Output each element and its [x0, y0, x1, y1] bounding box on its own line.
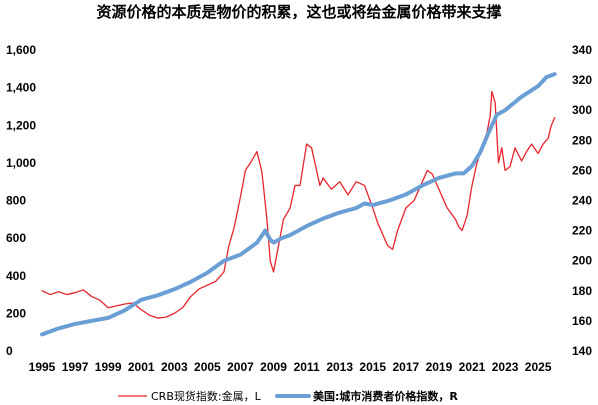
x-tick-label: 2007	[227, 360, 254, 374]
x-tick-label: 1995	[29, 360, 56, 374]
x-tick-label: 2001	[128, 360, 155, 374]
left-tick-label: 1,200	[6, 118, 36, 132]
right-tick-label: 240	[572, 194, 592, 208]
x-tick-label: 2005	[194, 360, 221, 374]
series-line-metals	[41, 90, 556, 319]
x-tick-label: 2003	[161, 360, 188, 374]
x-tick-label: 2011	[294, 360, 320, 374]
x-tick-label: 2013	[326, 360, 353, 374]
x-tick-label: 2017	[392, 360, 419, 374]
left-tick-label: 1,600	[6, 43, 36, 57]
legend-label-metals: CRB现货指数:金属，L	[151, 389, 262, 403]
left-tick-label: 800	[6, 194, 26, 208]
right-tick-label: 200	[572, 254, 592, 268]
right-tick-label: 280	[572, 133, 592, 147]
x-tick-label: 2023	[492, 360, 519, 374]
right-tick-label: 180	[572, 284, 592, 298]
x-tick-label: 2015	[359, 360, 386, 374]
x-tick-label: 1997	[62, 360, 89, 374]
left-tick-label: 1,000	[6, 156, 36, 170]
right-tick-label: 220	[572, 224, 592, 238]
chart-title: 资源价格的本质是物价的积累，这也或将给金属价格带来支撑	[96, 3, 501, 21]
x-tick-label: 2025	[525, 360, 552, 374]
series-line-cpi	[40, 72, 557, 337]
x-tick-label: 1999	[95, 360, 122, 374]
left-tick-label: 200	[6, 306, 26, 320]
right-tick-label: 160	[572, 314, 592, 328]
right-tick-label: 300	[572, 103, 592, 117]
left-axis-ticks: 0 200 400 600 800 1,000 1,200 1,400 1,600	[6, 43, 36, 358]
right-tick-label: 320	[572, 73, 592, 87]
right-tick-label: 340	[572, 43, 592, 57]
legend: CRB现货指数:金属，L 美国:城市消费者价格指数，R	[118, 389, 458, 403]
x-axis-ticks: 1995 1997 1999 2001 2003 2005 2007 2009 2011 2013…	[29, 360, 552, 374]
left-tick-label: 0	[6, 344, 13, 358]
right-tick-label: 260	[572, 163, 592, 177]
left-tick-label: 1,400	[6, 81, 36, 95]
right-tick-label: 140	[572, 344, 592, 358]
x-tick-label: 2021	[459, 360, 486, 374]
right-axis-ticks: 140 160 180 200 220 240 260 280 300 320 340	[572, 43, 592, 358]
left-tick-label: 400	[6, 269, 26, 283]
left-tick-label: 600	[6, 231, 26, 245]
x-tick-label: 2009	[260, 360, 287, 374]
x-tick-label: 2019	[426, 360, 453, 374]
legend-label-cpi: 美国:城市消费者价格指数，R	[313, 389, 458, 403]
series-layer	[40, 72, 557, 337]
